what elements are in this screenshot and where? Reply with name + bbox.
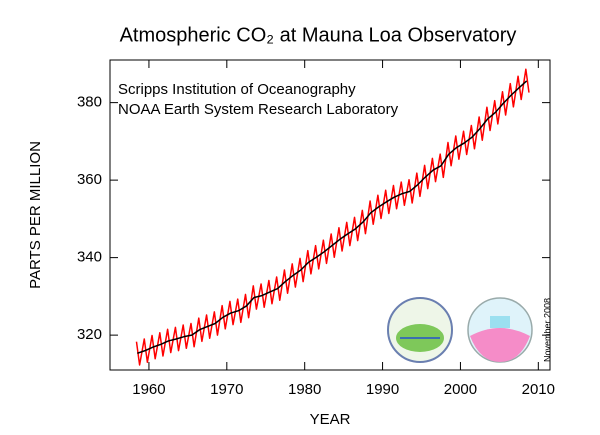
- scripps-logo: [387, 297, 453, 363]
- x-tick-label: 1980: [288, 381, 321, 398]
- line-series: [137, 80, 528, 355]
- x-tick-label: 1960: [132, 381, 165, 398]
- x-tick-label: 2000: [444, 381, 477, 398]
- x-tick-label: 2010: [522, 381, 555, 398]
- noaa-logo: [467, 297, 533, 363]
- plot-frame: [109, 59, 551, 371]
- x-tick-label: 1970: [210, 381, 243, 398]
- y-tick-label: 380: [77, 94, 102, 111]
- y-tick-label: 360: [77, 171, 102, 188]
- y-axis-label: PARTS PER MILLION: [27, 141, 44, 289]
- x-tick-label: 1990: [366, 381, 399, 398]
- y-tick-label: 320: [77, 326, 102, 343]
- chart-title: Atmospheric CO₂ at Mauna Loa Observatory: [120, 24, 517, 46]
- x-axis-label: YEAR: [310, 411, 351, 428]
- annotation: November 2008: [542, 298, 552, 362]
- y-tick-label: 340: [77, 249, 102, 266]
- annotation: Scripps Institution of Oceanography: [118, 81, 356, 98]
- annotation: NOAA Earth System Research Laboratory: [118, 101, 399, 118]
